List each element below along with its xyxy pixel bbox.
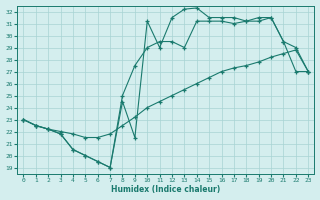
X-axis label: Humidex (Indice chaleur): Humidex (Indice chaleur) <box>111 185 220 194</box>
